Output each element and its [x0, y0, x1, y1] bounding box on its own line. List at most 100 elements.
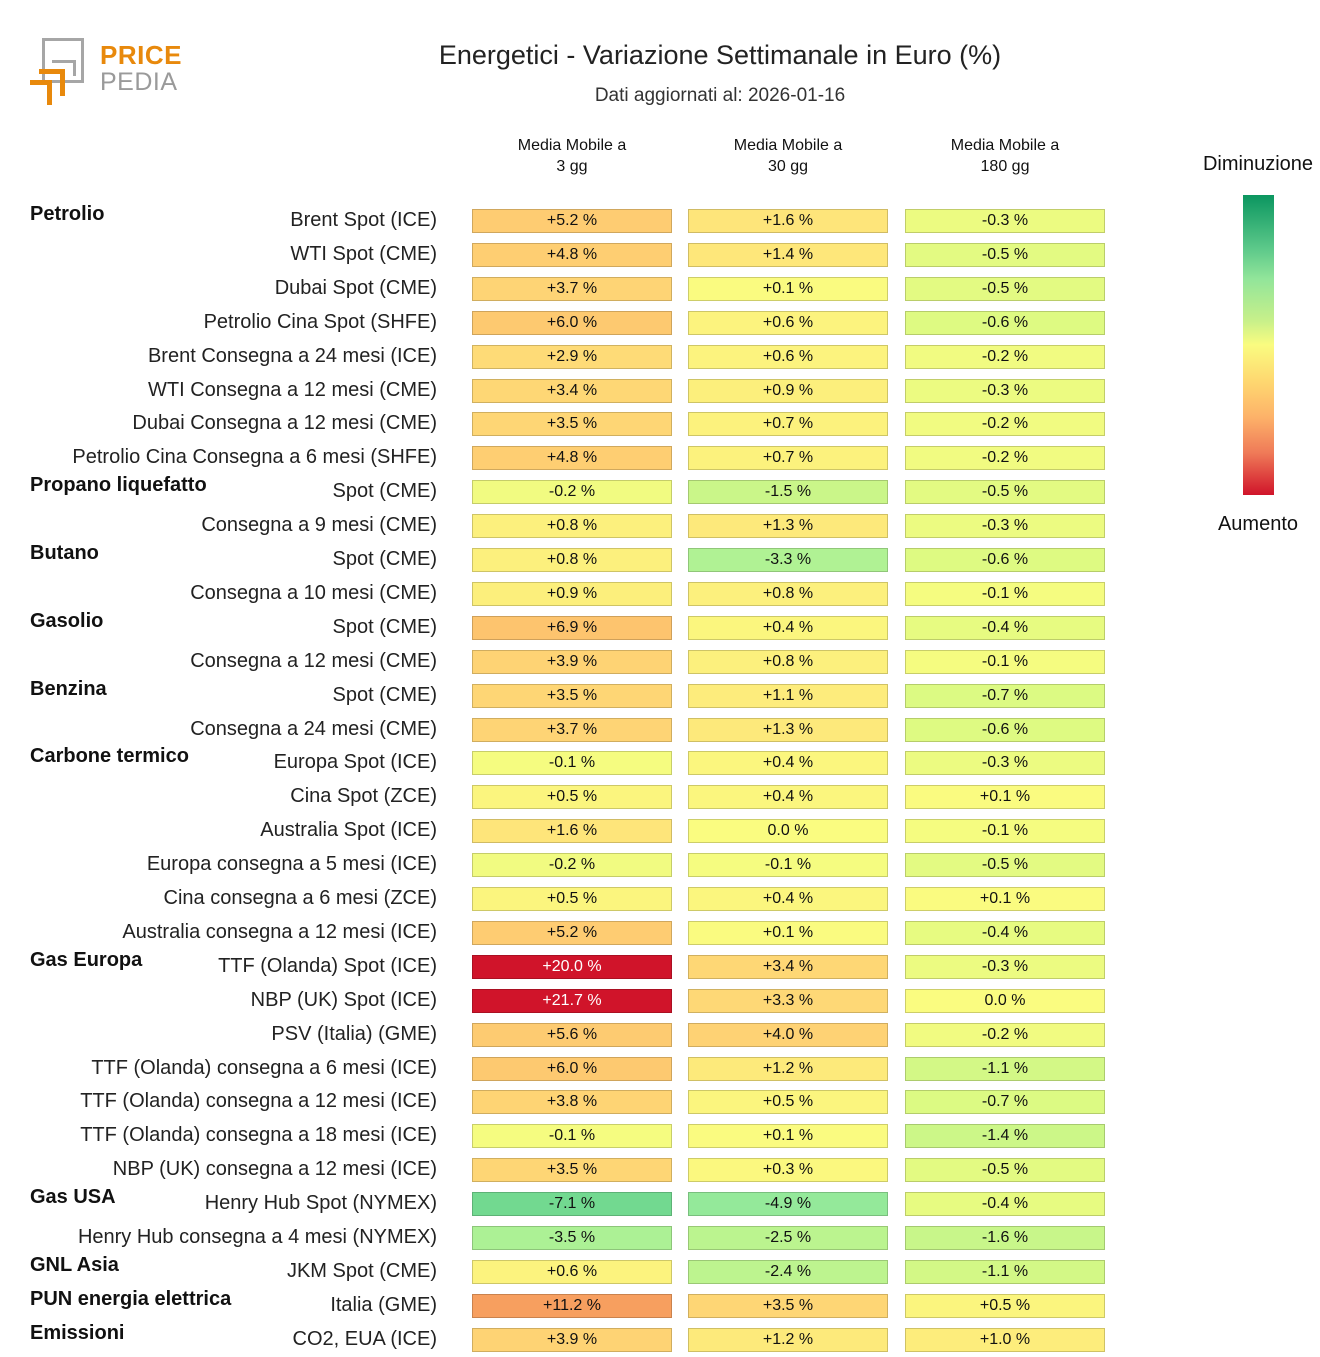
heatmap-cell: -3.3 % — [688, 548, 888, 572]
logo-text-pedia: PEDIA — [100, 68, 178, 96]
heatmap-cell: +1.1 % — [688, 683, 888, 708]
heatmap-cell: +0.6 % — [688, 344, 888, 369]
heatmap-cell: 0.0 % — [905, 988, 1105, 1013]
heatmap-cell: -0.2 % — [905, 412, 1105, 437]
logo-text-price: PRICE — [100, 40, 182, 70]
heatmap-cell: -0.1 % — [905, 581, 1105, 606]
heatmap-cell: +0.9 % — [472, 581, 672, 606]
column-header-line1: Media Mobile a — [517, 137, 627, 154]
heatmap-cell: +3.9 % — [472, 649, 672, 674]
row-label: JKM Spot (CME) — [286, 1259, 437, 1282]
row-label: Spot (CME) — [332, 480, 437, 503]
row-label: TTF (Olanda) consegna a 6 mesi (ICE) — [91, 1056, 437, 1079]
row-label: TTF (Olanda) consegna a 18 mesi (ICE) — [80, 1124, 437, 1147]
heatmap-cell: +0.4 % — [688, 615, 888, 640]
heatmap-cell: -1.5 % — [688, 480, 888, 505]
heatmap-cell: +3.4 % — [688, 954, 888, 979]
group-label: Emissioni — [30, 1321, 125, 1344]
heatmap-cell: +1.3 % — [688, 514, 888, 539]
group-label: Petrolio — [30, 203, 105, 225]
color-scale-legend — [1243, 195, 1274, 495]
heatmap-cell: +5.2 % — [472, 920, 672, 945]
heatmap-cell: -0.3 % — [905, 209, 1105, 233]
heatmap-cell: +6.9 % — [472, 615, 672, 640]
heatmap-cell: -0.5 % — [905, 853, 1105, 878]
row-label: Spot (CME) — [332, 683, 437, 706]
heatmap-cell: +0.1 % — [688, 276, 888, 301]
heatmap-cell: +11.2 % — [472, 1293, 672, 1318]
heatmap-cell: +1.0 % — [905, 1327, 1105, 1352]
heatmap-cell: -0.4 % — [905, 1192, 1105, 1217]
heatmap-cell: -0.1 % — [472, 1124, 672, 1149]
logo-arrow-icon — [39, 69, 65, 74]
row-label: Spot (CME) — [332, 548, 437, 570]
heatmap-cell: +0.7 % — [688, 412, 888, 437]
heatmap-cell: +1.2 % — [688, 1327, 888, 1352]
logo-arrow-stem — [60, 69, 65, 96]
heatmap-cell: +3.8 % — [472, 1090, 672, 1115]
heatmap-cell: +2.9 % — [472, 344, 672, 369]
row-label: Petrolio Cina Consegna a 6 mesi (SHFE) — [72, 446, 437, 469]
column-header-line2: 3 gg — [556, 158, 588, 175]
heatmap-cell: -0.6 % — [905, 310, 1105, 335]
heatmap-cell: +1.6 % — [688, 209, 888, 233]
heatmap-cell: -2.5 % — [688, 1226, 888, 1250]
row-label: NBP (UK) consegna a 12 mesi (ICE) — [112, 1158, 437, 1181]
heatmap-cell: +0.7 % — [688, 446, 888, 471]
column-header-line2: 30 gg — [767, 158, 809, 175]
heatmap-cell: +0.5 % — [905, 1293, 1105, 1318]
heatmap-cell: +1.4 % — [688, 242, 888, 267]
heatmap-cell: -0.4 % — [905, 920, 1105, 945]
heatmap-cell: +3.9 % — [472, 1327, 672, 1352]
heatmap-cell: +4.8 % — [472, 242, 672, 267]
heatmap-cell: -0.5 % — [905, 242, 1105, 267]
column-header-line2: 180 gg — [980, 158, 1030, 175]
heatmap-cell: +1.2 % — [688, 1056, 888, 1081]
heatmap-cell: +3.7 % — [472, 276, 672, 301]
heatmap-cell: +0.8 % — [688, 581, 888, 606]
heatmap-cell: +0.8 % — [472, 548, 672, 572]
heatmap-cell: -0.2 % — [905, 446, 1105, 471]
row-label: Petrolio Cina Spot (SHFE) — [203, 310, 437, 333]
heatmap-cell: +0.6 % — [472, 1259, 672, 1284]
heatmap-cell: -0.5 % — [905, 276, 1105, 301]
heatmap-cell: -0.5 % — [905, 480, 1105, 505]
row-label: Europa Spot (ICE) — [273, 751, 437, 774]
heatmap-cell: +0.8 % — [472, 514, 672, 539]
heatmap-cell: +0.1 % — [688, 1124, 888, 1149]
row-label: Italia (GME) — [330, 1293, 437, 1316]
heatmap-cell: -4.9 % — [688, 1192, 888, 1217]
heatmap-cell: +0.9 % — [688, 378, 888, 403]
heatmap-cell: +3.3 % — [688, 988, 888, 1013]
row-label: Cina consegna a 6 mesi (ZCE) — [163, 887, 437, 909]
group-label: Carbone termico — [30, 745, 189, 768]
column-header-line1: Media Mobile a — [950, 137, 1060, 154]
column-header: Media Mobile a 3 gg — [467, 135, 677, 177]
heatmap-cell: -0.2 % — [472, 480, 672, 505]
heatmap-cell: +3.7 % — [472, 717, 672, 742]
heatmap-cell: +6.0 % — [472, 1056, 672, 1081]
group-label: Propano liquefatto — [30, 474, 207, 497]
heatmap-cell: +3.5 % — [472, 412, 672, 437]
row-label: TTF (Olanda) consegna a 12 mesi (ICE) — [80, 1090, 437, 1113]
row-label: Australia consegna a 12 mesi (ICE) — [122, 920, 437, 943]
row-label: Dubai Spot (CME) — [274, 276, 437, 299]
heatmap-cell: -2.4 % — [688, 1259, 888, 1284]
heatmap-cell: -0.5 % — [905, 1158, 1105, 1183]
heatmap-cell: -0.1 % — [905, 649, 1105, 674]
row-label: Spot (CME) — [332, 615, 437, 638]
logo-frame-inner — [52, 60, 76, 76]
group-label: GNL Asia — [30, 1253, 119, 1276]
column-header: Media Mobile a 30 gg — [683, 135, 893, 177]
heatmap-cell: +21.7 % — [472, 988, 672, 1013]
heatmap-cell: +1.6 % — [472, 819, 672, 844]
heatmap-cell: +4.8 % — [472, 446, 672, 471]
logo-arrow-2-stem — [47, 80, 52, 105]
heatmap-cell: +3.5 % — [472, 683, 672, 708]
heatmap-cell: +0.8 % — [688, 649, 888, 674]
heatmap-cell: +5.6 % — [472, 1022, 672, 1047]
row-label: Consegna a 12 mesi (CME) — [190, 649, 437, 672]
heatmap-cell: -1.1 % — [905, 1259, 1105, 1284]
heatmap-cell: -0.3 % — [905, 378, 1105, 403]
row-label: Henry Hub consegna a 4 mesi (NYMEX) — [77, 1226, 437, 1248]
